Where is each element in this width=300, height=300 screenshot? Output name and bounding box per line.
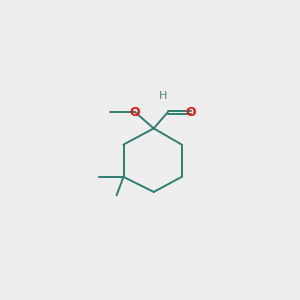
Text: H: H bbox=[159, 91, 167, 101]
Text: O: O bbox=[130, 106, 140, 119]
Text: O: O bbox=[186, 106, 196, 119]
